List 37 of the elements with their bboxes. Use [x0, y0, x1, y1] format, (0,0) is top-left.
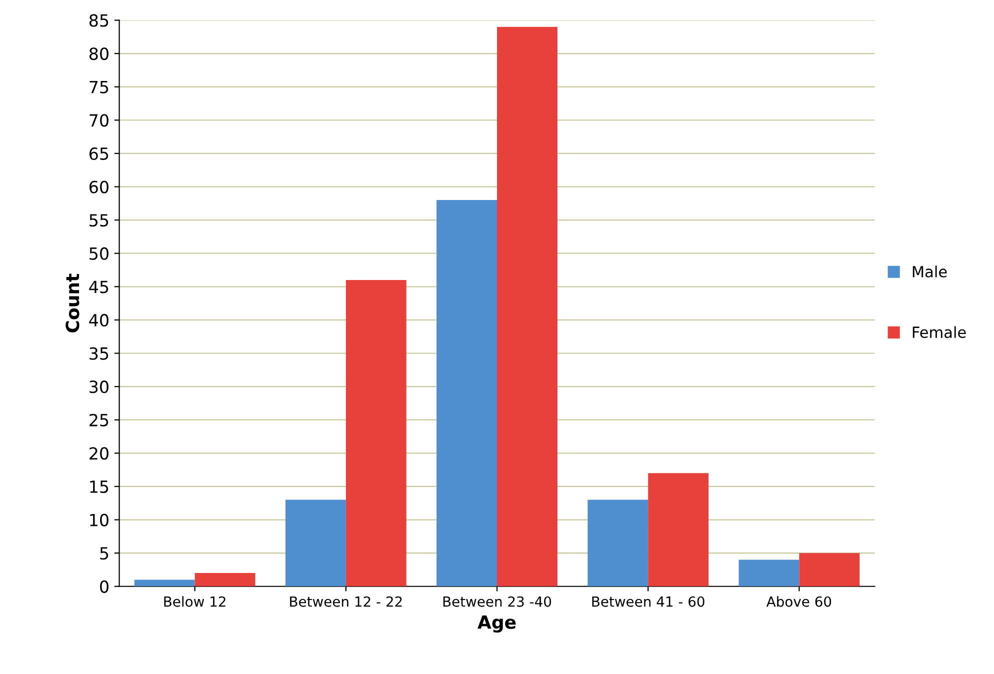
y-tick-label: 60 [90, 180, 108, 194]
y-tick-label: 85 [89, 14, 108, 27]
y-tick-label: 25 [90, 414, 108, 426]
y-tick-label: 65 [90, 147, 108, 160]
y-tick-label: 50 [90, 247, 108, 260]
bar [648, 473, 709, 586]
y-tick-label: 45 [89, 280, 108, 294]
x-tick-label: Below 12 [164, 596, 226, 607]
y-tick-label: 40 [89, 314, 108, 327]
y-tick-label: 30 [90, 380, 108, 394]
y-tick-label: 80 [89, 47, 108, 60]
y-tick-label: 5 [100, 547, 108, 560]
bar [285, 500, 346, 586]
bar [799, 553, 860, 586]
bar [738, 560, 800, 586]
y-tick-label: 15 [90, 480, 108, 494]
y-tick-label: 10 [90, 514, 108, 526]
bar [346, 280, 406, 586]
y-tick-label: 35 [90, 347, 108, 360]
y-tick-label: 75 [90, 81, 108, 94]
x-axis-title: Age [478, 616, 516, 633]
y-axis-title: Count [66, 274, 80, 332]
bar [588, 500, 648, 586]
bar [497, 26, 558, 586]
legend-label: Male [912, 266, 947, 278]
y-tick-label: 20 [90, 447, 108, 460]
x-tick-label: Between 41 - 60 [592, 596, 704, 607]
bar [134, 580, 195, 586]
x-tick-label: Between 23 -40 [443, 596, 552, 607]
y-tick-label: 55 [90, 214, 108, 227]
y-tick-label: 0 [100, 580, 108, 593]
bar [436, 200, 497, 586]
legend-label: Female [912, 326, 966, 338]
x-tick-label: Between 12 - 22 [290, 596, 402, 607]
x-tick-label: Above 60 [766, 596, 832, 607]
bar [194, 573, 256, 586]
y-tick-label: 70 [90, 114, 108, 127]
